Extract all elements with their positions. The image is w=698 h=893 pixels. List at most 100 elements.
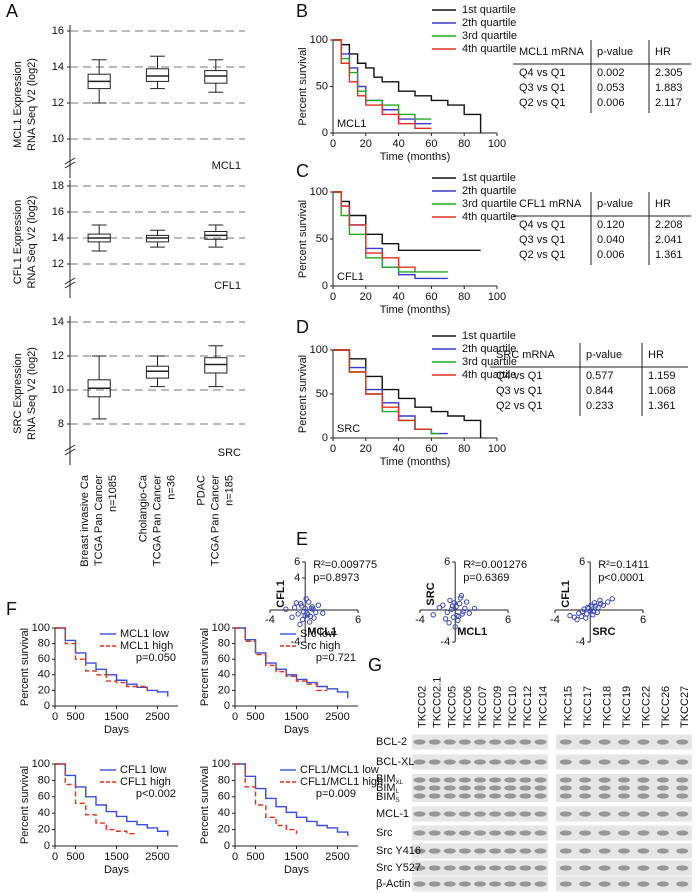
blot-band — [474, 785, 486, 791]
blot-band — [618, 848, 630, 854]
lane-label: TKCC26 — [660, 686, 672, 728]
y-tick-label: 100 — [212, 622, 230, 634]
axis-break — [64, 448, 76, 456]
blot-band — [519, 785, 532, 791]
y-axis-label: Percent survival — [199, 766, 211, 844]
lane-label: TKCC10 — [507, 686, 519, 728]
row-label-sub: L — [396, 789, 400, 795]
blot-band — [534, 793, 547, 799]
y-tick-label: 16 — [52, 206, 64, 218]
legend-label: CFL1 low — [120, 764, 167, 776]
row-label-sub: XL — [396, 780, 404, 786]
row-label: BIML — [376, 782, 400, 795]
table-cell: Q2 vs Q1 — [496, 400, 542, 412]
blot-band — [474, 881, 486, 887]
row-label: β-Actin — [376, 878, 410, 890]
y-axis-label: SRC — [425, 582, 437, 605]
blot-band — [504, 865, 517, 871]
x-tick-label: TCGA Pan Cancer — [151, 475, 163, 566]
x-tick-label: 40 — [392, 443, 404, 455]
blot-band — [413, 777, 426, 783]
y-tick-label: 60 — [38, 653, 50, 665]
scatter-point — [458, 592, 465, 599]
blot-band — [413, 793, 426, 799]
legend-label: 2th quartile — [462, 17, 516, 29]
scatter-point — [299, 616, 306, 623]
scatter-point — [315, 602, 322, 608]
panel-label: MCL1 — [212, 160, 241, 172]
lane-label: TKCC12 — [522, 686, 534, 728]
blot-band — [637, 777, 650, 783]
blot-band — [618, 785, 630, 791]
lane-label: TKCC14 — [537, 686, 549, 728]
blot-band — [676, 785, 689, 791]
scatter-point — [293, 600, 300, 606]
blot-band — [618, 881, 630, 887]
panel-label: CFL1 — [337, 271, 364, 283]
blot-band — [656, 848, 669, 854]
panel-letter: A — [6, 1, 18, 21]
blot-band — [534, 830, 547, 836]
table-cell: Q2 vs Q1 — [519, 97, 565, 109]
y-tick-label: 40 — [38, 807, 50, 819]
legend-label: CFL1 high — [120, 776, 171, 788]
scatter-point — [302, 612, 308, 619]
legend-label: 1st quartile — [462, 172, 516, 184]
row-label-sub: S — [396, 798, 400, 804]
survival-curve — [333, 349, 432, 430]
blot-band — [519, 848, 532, 854]
blot-band — [579, 793, 592, 799]
blot-band — [656, 785, 669, 791]
blot-band — [489, 777, 502, 783]
blot-band — [637, 830, 650, 836]
blot-band — [443, 881, 456, 887]
panel-label: MCL1 — [337, 118, 366, 130]
blot-band — [598, 811, 611, 817]
scatter-point — [456, 613, 462, 620]
table-header: p-value — [597, 198, 633, 210]
p-value: p<0.002 — [136, 788, 176, 800]
blot-band — [559, 777, 572, 783]
table-cell: Q4 vs Q1 — [519, 219, 565, 231]
y-axis-label: MCL1 Expression — [12, 61, 24, 148]
x-tick-label: 60 — [425, 291, 437, 303]
blot-band — [428, 739, 441, 745]
blot-band — [579, 785, 592, 791]
y-axis-label: SRC Expression — [12, 353, 24, 434]
y-tick-label: 0 — [44, 840, 50, 852]
scatter-point — [305, 612, 311, 618]
scatter-point — [436, 604, 443, 611]
legend-label: 4th quartile — [462, 369, 516, 381]
y-tick-label: 100 — [32, 758, 50, 770]
table-cell: 1.883 — [655, 82, 683, 94]
blot-band — [676, 865, 689, 871]
blot-band — [618, 830, 630, 836]
annotation: R²=0.001276 — [463, 559, 527, 571]
x-tick-label: 1500 — [284, 711, 308, 723]
blot-band — [676, 848, 689, 854]
y-axis-label: CFL1 — [560, 580, 572, 608]
table-cell: 0.844 — [586, 385, 614, 397]
scatter-point — [460, 608, 466, 615]
panel-letter: D — [296, 317, 309, 337]
x-tick-label: 60 — [425, 138, 437, 150]
blot-band — [637, 739, 650, 745]
y-tick-label: 14 — [52, 61, 64, 73]
x-axis-label: Days — [104, 864, 130, 876]
blot-band — [598, 865, 611, 871]
blot-band — [559, 739, 572, 745]
blot-band — [534, 759, 547, 765]
y-axis-label: Percent survival — [199, 628, 211, 706]
scatter-point — [591, 608, 597, 615]
blot-band — [637, 759, 650, 765]
blot-band — [458, 830, 471, 836]
y-axis-label: RNA Seq V2 (log2) — [26, 58, 38, 151]
axis-break — [64, 157, 76, 165]
table-cell: 0.120 — [597, 219, 625, 231]
blot-band — [413, 785, 426, 791]
x-tick-label: 2500 — [145, 711, 169, 723]
panel-letter: E — [296, 529, 308, 549]
x-tick-label: 100 — [488, 138, 506, 150]
scatter-point — [459, 611, 465, 617]
